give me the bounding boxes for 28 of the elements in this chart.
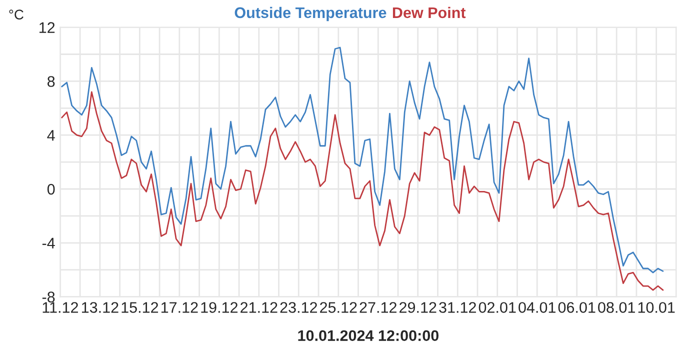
x-axis-title: 10.01.2024 12:00:00: [298, 330, 439, 342]
text: Dew Point: [392, 6, 466, 18]
x-tick-label: 19.12: [201, 302, 238, 313]
x-tick-label: 08.01: [598, 302, 635, 313]
y-tick-label: -8: [42, 292, 55, 302]
y-tick-label: 4: [47, 130, 55, 141]
x-tick-label: 02.01: [478, 302, 516, 313]
x-tick-label: 21.12: [240, 302, 278, 313]
x-tick-label: 13.12: [82, 302, 118, 313]
line-series: [61, 91, 664, 291]
x-tick-label: 10.01: [638, 302, 675, 313]
x-tick-label: 29.12: [400, 302, 436, 313]
x-tick-label: 25.12: [320, 302, 357, 313]
y-tick-label: 12: [40, 22, 55, 33]
x-tick-label: 27.12: [360, 302, 396, 313]
y-axis-title: °C: [9, 10, 24, 20]
x-tick-label: 23.12: [280, 302, 317, 313]
x-tick-label: 04.01: [518, 302, 556, 313]
y-tick-label: 8: [48, 76, 55, 87]
line-series: [61, 46, 664, 274]
x-tick-label: 06.01: [558, 302, 596, 313]
x-tick-label: 11.12: [42, 302, 78, 313]
x-tick-label: 15.12: [122, 302, 158, 313]
y-tick-label: 0: [47, 184, 55, 195]
x-tick-label: 31.12: [439, 302, 476, 313]
x-tick-label: 17.12: [161, 302, 198, 313]
y-tick-label: -4: [42, 238, 55, 248]
text: Outside Temperature: [234, 6, 386, 22]
